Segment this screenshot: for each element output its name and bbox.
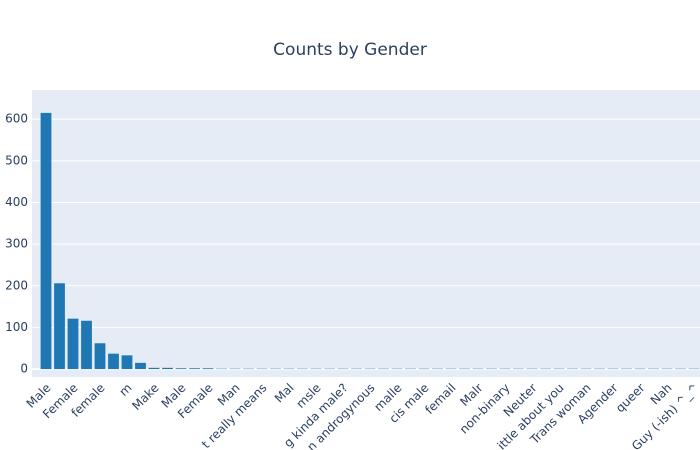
y-tick-label: 100 [5, 320, 28, 334]
bar [108, 353, 119, 370]
chart-title: Counts by Gender [273, 40, 427, 60]
x-tick-label: m [116, 381, 134, 399]
y-tick-label: 600 [5, 112, 28, 126]
bar [135, 362, 146, 370]
bar [202, 368, 214, 370]
bar [94, 343, 106, 370]
y-tick-label: 200 [5, 278, 28, 292]
bar [81, 320, 92, 370]
y-tick-label: 500 [5, 153, 28, 167]
y-tick-label: 300 [5, 237, 28, 251]
plot-background [32, 90, 700, 377]
bar [121, 355, 133, 370]
bar [67, 318, 79, 370]
x-tick-label: queer [613, 381, 648, 416]
bar [175, 368, 187, 370]
bar [189, 368, 200, 370]
y-tick-label: 0 [20, 362, 28, 376]
bar [54, 283, 65, 370]
x-tick-label: femail [422, 381, 458, 417]
bar [162, 367, 173, 370]
x-tick-label: Make [129, 381, 161, 413]
bar [40, 112, 52, 370]
y-tick-label: 400 [5, 195, 28, 209]
bar [148, 367, 160, 370]
